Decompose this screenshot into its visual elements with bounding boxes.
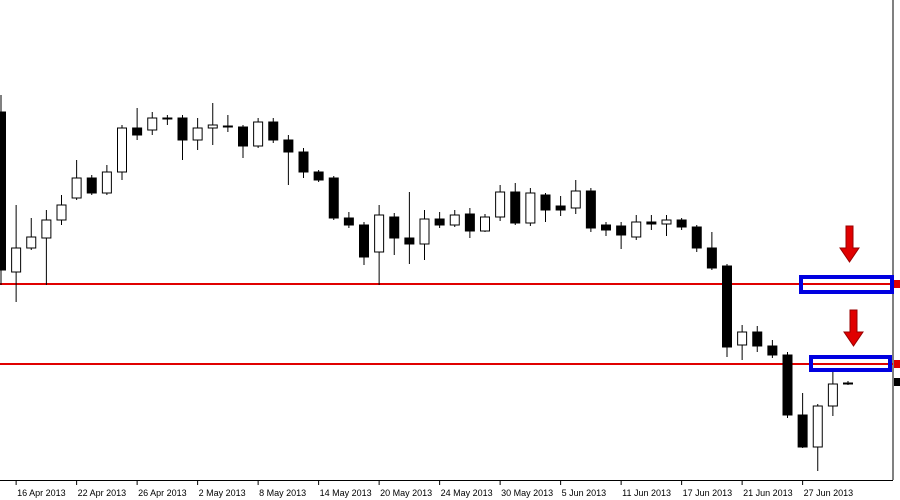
- candle-body: [706, 247, 717, 269]
- candle-body: [268, 121, 279, 141]
- x-tick-label: 20 May 2013: [380, 488, 432, 498]
- x-tick-label: 11 Jun 2013: [622, 488, 671, 498]
- candle-body: [812, 405, 823, 448]
- level-marker: [894, 360, 900, 368]
- candle-body: [827, 383, 838, 407]
- x-tick-label: 8 May 2013: [259, 488, 306, 498]
- candle-body: [389, 216, 400, 239]
- x-tick-label: 30 May 2013: [501, 488, 553, 498]
- candle-body: [86, 177, 97, 194]
- candle-body: [495, 191, 506, 218]
- candle-body: [691, 226, 702, 249]
- candle-body: [676, 219, 687, 228]
- candle-body: [298, 151, 309, 173]
- candle-body: [283, 139, 294, 153]
- candle-body: [147, 117, 158, 131]
- candle-body: [797, 414, 808, 448]
- candle-body: [540, 194, 551, 211]
- x-tick-label: 24 May 2013: [441, 488, 493, 498]
- candle-body: [631, 221, 642, 238]
- candle-body: [207, 124, 218, 129]
- candle-body: [737, 331, 748, 346]
- candle-body: [11, 247, 22, 273]
- candle-body: [722, 265, 732, 348]
- candle-body: [616, 225, 627, 236]
- candle-body: [343, 217, 354, 226]
- candle-body: [570, 190, 581, 209]
- candle-body: [449, 214, 460, 226]
- candle-body: [661, 219, 672, 225]
- x-tick-label: 16 Apr 2013: [17, 488, 66, 498]
- candle-body: [525, 192, 536, 224]
- candle-body: [328, 177, 339, 219]
- candle-body: [601, 224, 611, 231]
- candle-body: [585, 190, 596, 229]
- x-tick-label: 26 Apr 2013: [138, 488, 187, 498]
- annotations: [799, 225, 900, 386]
- candle-body: [555, 205, 566, 211]
- candle-body: [646, 221, 657, 225]
- arrow: [839, 225, 860, 263]
- candle-body: [480, 216, 490, 232]
- candle-body: [313, 171, 324, 181]
- candle-body: [238, 126, 248, 147]
- candle-body: [782, 354, 793, 416]
- candle-body: [26, 236, 37, 249]
- candle-body: [101, 171, 112, 194]
- candle-body: [752, 331, 763, 347]
- plot: [0, 95, 893, 471]
- level-marker: [894, 280, 900, 288]
- candle-body: [510, 191, 521, 224]
- candle-body: [132, 127, 143, 136]
- candle-body: [374, 214, 385, 253]
- x-tick-label: 22 Apr 2013: [78, 488, 127, 498]
- x-tick-label: 2 May 2013: [199, 488, 246, 498]
- candle-body: [41, 219, 52, 239]
- candle-body: [464, 213, 475, 232]
- candle-body: [767, 345, 778, 356]
- candle-body: [56, 204, 67, 221]
- candle-body: [843, 382, 853, 385]
- candle-body: [71, 177, 82, 199]
- candle-body: [359, 224, 369, 258]
- highlight-box: [799, 275, 894, 294]
- candle-body: [0, 111, 6, 271]
- highlight-box: [809, 355, 892, 372]
- x-tick-label: 17 Jun 2013: [683, 488, 733, 498]
- arrow: [843, 309, 864, 347]
- candle-body: [434, 218, 445, 226]
- x-tick-label: 21 Jun 2013: [743, 488, 793, 498]
- x-tick-label: 5 Jun 2013: [562, 488, 607, 498]
- candle-body: [117, 127, 127, 173]
- candle-body: [222, 125, 233, 128]
- x-tick-label: 14 May 2013: [320, 488, 372, 498]
- candle-body: [404, 237, 415, 245]
- candle-body: [162, 117, 173, 120]
- candle-body: [253, 121, 264, 147]
- candle-body: [192, 127, 203, 141]
- x-tick-label: 27 Jun 2013: [804, 488, 854, 498]
- price-marker: [894, 378, 900, 386]
- candle-body: [177, 117, 188, 141]
- candle-body: [419, 218, 430, 245]
